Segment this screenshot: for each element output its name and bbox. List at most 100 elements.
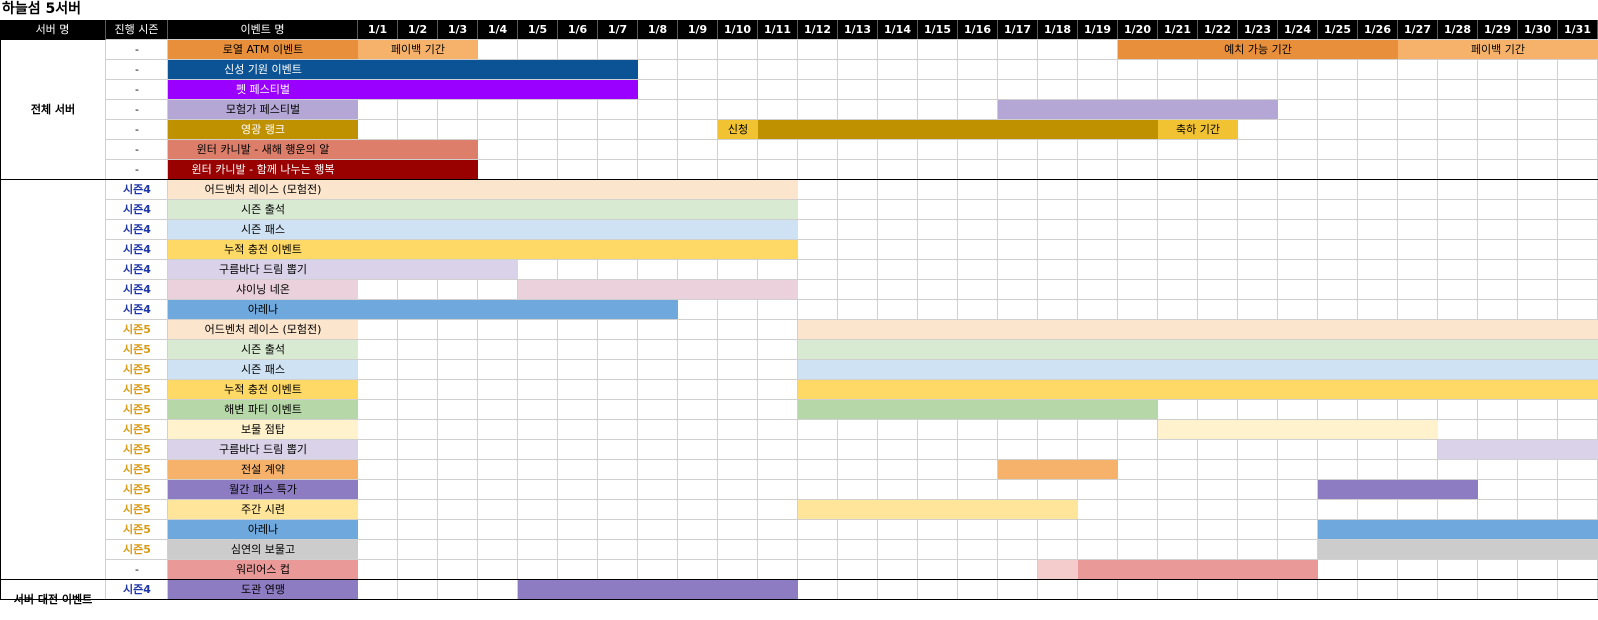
season-cell[interactable]: 시즌4	[123, 223, 151, 236]
event-period-bar[interactable]	[1318, 520, 1598, 539]
event-name-cell[interactable]: 아레나	[168, 520, 358, 539]
event-name-cell[interactable]: 전설 계약	[168, 460, 358, 479]
season-cell[interactable]: 시즌4	[123, 583, 151, 596]
event-period-bar[interactable]	[798, 360, 1598, 379]
season-cell[interactable]: -	[135, 563, 139, 576]
event-name-cell[interactable]: 도관 연맹	[168, 580, 358, 599]
season-cell[interactable]: -	[135, 163, 139, 176]
event-name-cell[interactable]: 어드벤처 레이스 (모험전)	[168, 180, 358, 199]
header-date[interactable]: 1/25	[1318, 20, 1358, 40]
season-cell[interactable]: 시즌5	[123, 483, 151, 496]
event-name-cell[interactable]: 시즌 출석	[168, 200, 358, 219]
event-period-bar[interactable]	[758, 120, 1158, 139]
header-date[interactable]: 1/13	[838, 20, 878, 40]
season-cell[interactable]: -	[135, 63, 139, 76]
season-cell[interactable]: 시즌5	[123, 463, 151, 476]
header-date[interactable]: 1/3	[438, 20, 478, 40]
server-group-label[interactable]	[0, 180, 106, 580]
header-date[interactable]: 1/8	[638, 20, 678, 40]
header-date[interactable]: 1/26	[1358, 20, 1398, 40]
event-name-cell[interactable]: 로열 ATM 이벤트	[168, 40, 358, 59]
event-period-bar[interactable]	[1438, 440, 1598, 459]
header-date[interactable]: 1/11	[758, 20, 798, 40]
event-name-cell[interactable]: 해변 파티 이벤트	[168, 400, 358, 419]
event-period-bar[interactable]	[358, 160, 478, 179]
header-date[interactable]: 1/21	[1158, 20, 1198, 40]
event-period-bar[interactable]	[518, 580, 798, 599]
season-cell[interactable]: 시즌4	[123, 263, 151, 276]
season-cell[interactable]: 시즌4	[123, 203, 151, 216]
event-period-bar[interactable]	[358, 80, 638, 99]
event-period-bar[interactable]	[358, 220, 798, 239]
season-cell[interactable]: -	[135, 103, 139, 116]
event-name-cell[interactable]: 심연의 보물고	[168, 540, 358, 559]
header-date[interactable]: 1/31	[1558, 20, 1598, 40]
header-date[interactable]: 1/30	[1518, 20, 1558, 40]
header-date[interactable]: 1/7	[598, 20, 638, 40]
event-name-cell[interactable]: 주간 시련	[168, 500, 358, 519]
header-date[interactable]: 1/19	[1078, 20, 1118, 40]
season-cell[interactable]: 시즌4	[123, 183, 151, 196]
event-period-bar[interactable]	[798, 380, 1598, 399]
header-date[interactable]: 1/10	[718, 20, 758, 40]
event-name-cell[interactable]: 아레나	[168, 300, 358, 319]
event-name-cell[interactable]: 모험가 페스티벌	[168, 100, 358, 119]
event-period-bar[interactable]	[1158, 120, 1238, 139]
header-date[interactable]: 1/5	[518, 20, 558, 40]
event-name-cell[interactable]: 누적 충전 이벤트	[168, 380, 358, 399]
season-cell[interactable]: 시즌5	[123, 323, 151, 336]
header-date[interactable]: 1/14	[878, 20, 918, 40]
event-name-cell[interactable]: 신성 기원 이벤트	[168, 60, 358, 79]
header-date[interactable]: 1/12	[798, 20, 838, 40]
event-name-cell[interactable]: 샤이닝 네온	[168, 280, 358, 299]
event-period-bar[interactable]	[358, 60, 638, 79]
event-period-bar[interactable]	[998, 460, 1118, 479]
server-group-label[interactable]: 서버 대전 이벤트	[13, 593, 93, 606]
header-event[interactable]: 이벤트 명	[168, 20, 358, 40]
event-period-bar[interactable]	[358, 300, 678, 319]
event-period-bar[interactable]	[1078, 560, 1318, 579]
season-cell[interactable]: 시즌4	[123, 303, 151, 316]
header-date[interactable]: 1/24	[1278, 20, 1318, 40]
event-period-bar[interactable]	[1118, 40, 1398, 59]
season-cell[interactable]: 시즌5	[123, 383, 151, 396]
event-name-cell[interactable]: 윈터 카니발 - 새해 행운의 알	[168, 140, 358, 159]
event-name-cell[interactable]: 보물 점탑	[168, 420, 358, 439]
header-date[interactable]: 1/28	[1438, 20, 1478, 40]
event-name-cell[interactable]: 누적 충전 이벤트	[168, 240, 358, 259]
header-date[interactable]: 1/29	[1478, 20, 1518, 40]
event-period-bar[interactable]	[358, 260, 518, 279]
event-period-bar[interactable]	[798, 400, 1158, 419]
server-group-label[interactable]: 전체 서버	[30, 103, 76, 116]
header-date[interactable]: 1/27	[1398, 20, 1438, 40]
event-period-bar[interactable]	[1398, 40, 1598, 59]
event-period-bar[interactable]	[998, 100, 1278, 119]
event-period-bar[interactable]	[798, 320, 1598, 339]
event-period-bar[interactable]	[718, 120, 758, 139]
event-name-cell[interactable]: 월간 패스 특가	[168, 480, 358, 499]
event-name-cell[interactable]: 영광 랭크	[168, 120, 358, 139]
event-name-cell[interactable]: 워리어스 컵	[168, 560, 358, 579]
season-cell[interactable]: -	[135, 83, 139, 96]
season-cell[interactable]: -	[135, 143, 139, 156]
event-name-cell[interactable]: 시즌 패스	[168, 220, 358, 239]
season-cell[interactable]: 시즌5	[123, 443, 151, 456]
event-name-cell[interactable]: 구름바다 드림 뽑기	[168, 440, 358, 459]
event-period-bar[interactable]	[358, 140, 478, 159]
event-period-bar[interactable]	[358, 40, 478, 59]
season-cell[interactable]: 시즌5	[123, 543, 151, 556]
season-cell[interactable]: 시즌5	[123, 403, 151, 416]
season-cell[interactable]: -	[135, 43, 139, 56]
header-date[interactable]: 1/15	[918, 20, 958, 40]
event-period-bar[interactable]	[1318, 480, 1478, 499]
season-cell[interactable]: 시즌5	[123, 503, 151, 516]
event-period-bar[interactable]	[358, 200, 798, 219]
season-cell[interactable]: 시즌4	[123, 283, 151, 296]
header-date[interactable]: 1/23	[1238, 20, 1278, 40]
season-cell[interactable]: 시즌5	[123, 363, 151, 376]
header-date[interactable]: 1/17	[998, 20, 1038, 40]
season-cell[interactable]: 시즌5	[123, 343, 151, 356]
season-cell[interactable]: 시즌5	[123, 423, 151, 436]
header-date[interactable]: 1/1	[358, 20, 398, 40]
header-date[interactable]: 1/20	[1118, 20, 1158, 40]
